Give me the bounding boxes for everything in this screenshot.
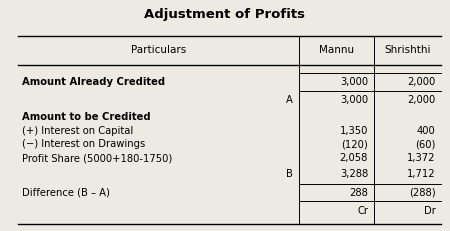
Text: (+) Interest on Capital: (+) Interest on Capital bbox=[22, 125, 134, 136]
Text: Dr: Dr bbox=[424, 206, 436, 216]
Text: 3,000: 3,000 bbox=[340, 77, 368, 87]
Text: 3,000: 3,000 bbox=[340, 95, 368, 106]
Text: Difference (B – A): Difference (B – A) bbox=[22, 188, 110, 198]
Text: 1,350: 1,350 bbox=[340, 125, 368, 136]
Text: 1,372: 1,372 bbox=[407, 153, 436, 163]
Text: Amount to be Credited: Amount to be Credited bbox=[22, 112, 151, 122]
Text: 288: 288 bbox=[349, 188, 368, 198]
Text: 2,000: 2,000 bbox=[407, 95, 436, 106]
Text: Profit Share (5000+180-1750): Profit Share (5000+180-1750) bbox=[22, 153, 173, 163]
Text: (60): (60) bbox=[415, 139, 436, 149]
Text: Amount Already Credited: Amount Already Credited bbox=[22, 77, 166, 87]
Text: 2,058: 2,058 bbox=[340, 153, 368, 163]
Text: Particulars: Particulars bbox=[131, 45, 186, 55]
Text: 400: 400 bbox=[417, 125, 436, 136]
Text: Shrishthi: Shrishthi bbox=[384, 45, 431, 55]
Text: (120): (120) bbox=[342, 139, 368, 149]
Text: 1,712: 1,712 bbox=[407, 169, 436, 179]
Text: Adjustment of Profits: Adjustment of Profits bbox=[144, 8, 306, 21]
Text: 3,288: 3,288 bbox=[340, 169, 368, 179]
Text: (288): (288) bbox=[409, 188, 436, 198]
Text: B: B bbox=[286, 169, 292, 179]
Text: A: A bbox=[286, 95, 292, 106]
Text: Mannu: Mannu bbox=[319, 45, 354, 55]
Text: (−) Interest on Drawings: (−) Interest on Drawings bbox=[22, 139, 146, 149]
Text: Cr: Cr bbox=[357, 206, 368, 216]
Text: 2,000: 2,000 bbox=[407, 77, 436, 87]
